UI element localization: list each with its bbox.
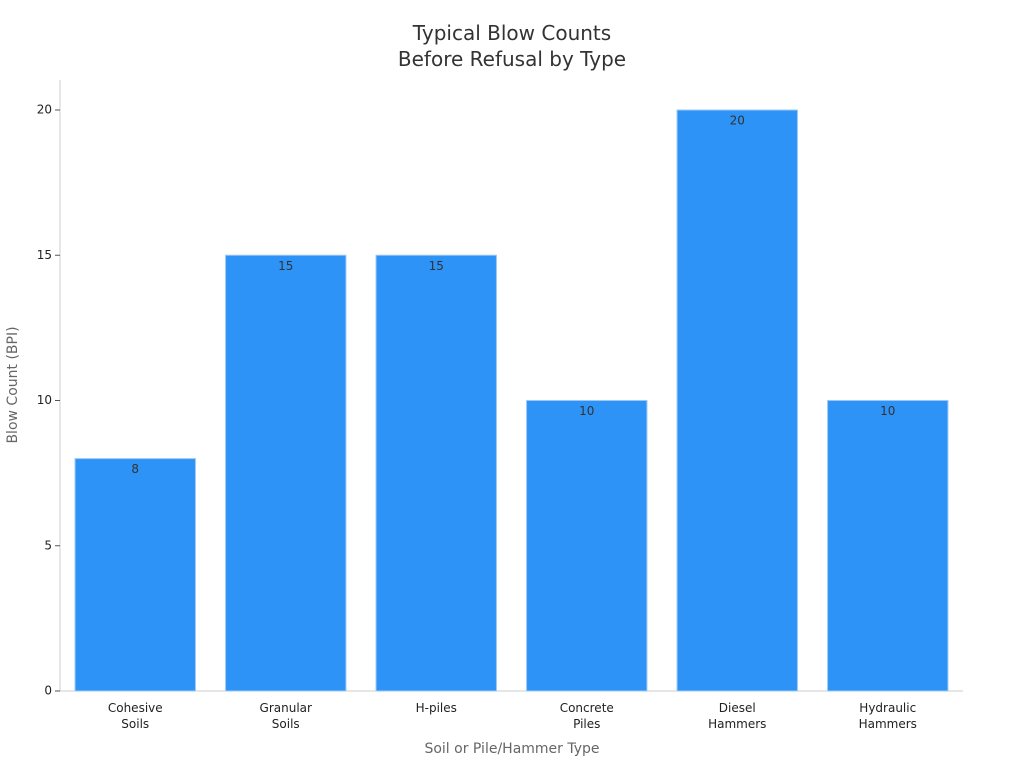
bar	[375, 254, 497, 692]
value-label: 10	[880, 404, 895, 418]
y-tick-label: 10	[37, 393, 52, 407]
value-label: 8	[131, 462, 139, 476]
bar	[676, 109, 798, 692]
y-tick-label: 20	[37, 103, 52, 117]
x-tick-label: Diesel Hammers	[708, 701, 767, 731]
value-label: 10	[579, 404, 594, 418]
y-tick-label: 5	[44, 538, 52, 552]
value-label: 20	[730, 114, 745, 128]
value-label: 15	[429, 259, 444, 273]
y-tick-label: 15	[37, 248, 52, 262]
value-label: 15	[278, 259, 293, 273]
y-tick-label: 0	[44, 684, 52, 698]
bar	[526, 400, 648, 692]
chart-title: Typical Blow Counts Before Refusal by Ty…	[397, 21, 627, 71]
bar	[225, 254, 347, 692]
y-axis-label: Blow Count (BPI)	[5, 326, 21, 443]
x-tick-label: H-piles	[415, 701, 457, 715]
bar	[74, 458, 196, 692]
x-axis-label: Soil or Pile/Hammer Type	[424, 741, 600, 757]
x-tick-label: Hydraulic Hammers	[858, 701, 917, 731]
bar	[827, 400, 949, 692]
x-tick-label: Cohesive Soils	[107, 701, 163, 731]
x-tick-label: Granular Soils	[259, 701, 312, 731]
x-tick-label: Concrete Piles	[559, 701, 614, 731]
